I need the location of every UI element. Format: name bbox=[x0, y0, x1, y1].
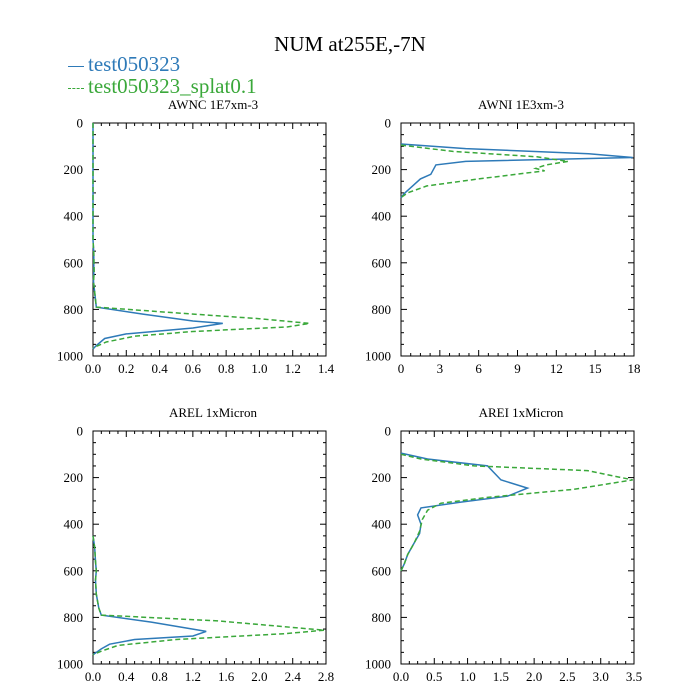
series-line-arel-splat0-1 bbox=[92, 535, 325, 656]
x-tick-label-arel: 2.0 bbox=[251, 669, 267, 684]
y-tick-label-arei: 400 bbox=[372, 517, 392, 532]
x-tick-label-arei: 1.0 bbox=[459, 669, 475, 684]
y-tick-label-awnc: 1000 bbox=[57, 349, 83, 364]
series-line-arei-splat0-1 bbox=[400, 453, 633, 572]
y-tick-label-arei: 1000 bbox=[365, 657, 391, 672]
y-tick-label-arel: 800 bbox=[64, 610, 84, 625]
x-tick-label-awnc: 0.2 bbox=[118, 361, 134, 376]
y-tick-label-arel: 1000 bbox=[57, 657, 83, 672]
x-tick-label-awni: 9 bbox=[514, 361, 521, 376]
x-tick-label-arel: 1.2 bbox=[185, 669, 201, 684]
x-tick-label-arei: 1.5 bbox=[493, 669, 509, 684]
y-tick-label-arel: 0 bbox=[77, 424, 84, 439]
legend-entry-1: test050323 bbox=[68, 53, 180, 75]
x-tick-label-awni: 18 bbox=[628, 361, 641, 376]
y-tick-label-awni: 600 bbox=[372, 255, 392, 270]
x-tick-label-awnc: 0.6 bbox=[185, 361, 202, 376]
y-tick-label-arei: 800 bbox=[372, 610, 392, 625]
x-tick-label-awnc: 1.0 bbox=[251, 361, 267, 376]
series-line-awni-test050323 bbox=[400, 143, 633, 199]
y-tick-label-awni: 400 bbox=[372, 209, 392, 224]
panel-title-arel: AREL 1xMicron bbox=[169, 405, 257, 420]
x-tick-label-awnc: 1.2 bbox=[285, 361, 301, 376]
panel-title-arei: AREI 1xMicron bbox=[478, 405, 564, 420]
y-tick-label-awni: 200 bbox=[372, 162, 392, 177]
x-tick-label-awnc: 0.0 bbox=[85, 361, 101, 376]
y-tick-label-awnc: 600 bbox=[64, 255, 84, 270]
x-tick-label-arei: 3.0 bbox=[593, 669, 609, 684]
series-line-arel-test050323 bbox=[92, 535, 207, 656]
x-tick-label-awnc: 1.4 bbox=[318, 361, 335, 376]
y-tick-label-awnc: 0 bbox=[77, 116, 84, 131]
legend-entry-2: test050323_splat0.1 bbox=[68, 75, 257, 97]
series-line-awni-splat0-1 bbox=[400, 144, 569, 199]
plot-frame-arei bbox=[400, 430, 635, 665]
panel-title-awni: AWNI 1E3xm-3 bbox=[478, 97, 564, 112]
y-tick-label-awni: 0 bbox=[385, 116, 392, 131]
y-tick-label-awnc: 400 bbox=[64, 209, 84, 224]
x-tick-label-awni: 6 bbox=[475, 361, 482, 376]
legend-label-2: test050323_splat0.1 bbox=[88, 74, 257, 98]
x-tick-label-arel: 1.6 bbox=[218, 669, 235, 684]
x-tick-label-arei: 2.5 bbox=[559, 669, 575, 684]
x-tick-label-arel: 2.8 bbox=[318, 669, 334, 684]
y-tick-label-awni: 1000 bbox=[365, 349, 391, 364]
y-tick-label-awnc: 800 bbox=[64, 302, 84, 317]
x-tick-label-arei: 3.5 bbox=[626, 669, 642, 684]
x-tick-label-arel: 2.4 bbox=[285, 669, 302, 684]
x-tick-label-arei: 0.5 bbox=[426, 669, 442, 684]
y-tick-label-arei: 600 bbox=[372, 563, 392, 578]
plot-frame-arel bbox=[92, 430, 327, 665]
y-tick-label-arel: 400 bbox=[64, 517, 84, 532]
y-tick-label-arel: 200 bbox=[64, 470, 84, 485]
x-tick-label-awni: 12 bbox=[550, 361, 563, 376]
figure-title: NUM at255E,-7N bbox=[274, 32, 426, 56]
x-tick-label-arel: 0.4 bbox=[118, 669, 135, 684]
panel-title-awnc: AWNC 1E7xm-3 bbox=[167, 97, 259, 112]
y-tick-label-arei: 0 bbox=[385, 424, 392, 439]
y-tick-label-awni: 800 bbox=[372, 302, 392, 317]
y-tick-label-awnc: 200 bbox=[64, 162, 84, 177]
x-tick-label-awni: 0 bbox=[398, 361, 405, 376]
x-tick-label-arel: 0.8 bbox=[151, 669, 167, 684]
legend-label-1: test050323 bbox=[88, 52, 181, 76]
legend-swatch-2 bbox=[68, 87, 84, 89]
series-line-awnc-test050323 bbox=[92, 123, 223, 350]
x-tick-label-awni: 15 bbox=[589, 361, 602, 376]
x-tick-label-arei: 2.0 bbox=[526, 669, 542, 684]
x-tick-label-arel: 0.0 bbox=[85, 669, 101, 684]
y-tick-label-arei: 200 bbox=[372, 470, 392, 485]
x-tick-label-awni: 3 bbox=[437, 361, 444, 376]
x-tick-label-awnc: 0.8 bbox=[218, 361, 234, 376]
x-tick-label-arei: 0.0 bbox=[393, 669, 409, 684]
legend-swatch-1 bbox=[68, 65, 84, 67]
series-line-arei-test050323 bbox=[400, 452, 530, 572]
x-tick-label-awnc: 0.4 bbox=[151, 361, 168, 376]
y-tick-label-arel: 600 bbox=[64, 563, 84, 578]
series-line-awnc-splat0-1 bbox=[92, 123, 310, 349]
